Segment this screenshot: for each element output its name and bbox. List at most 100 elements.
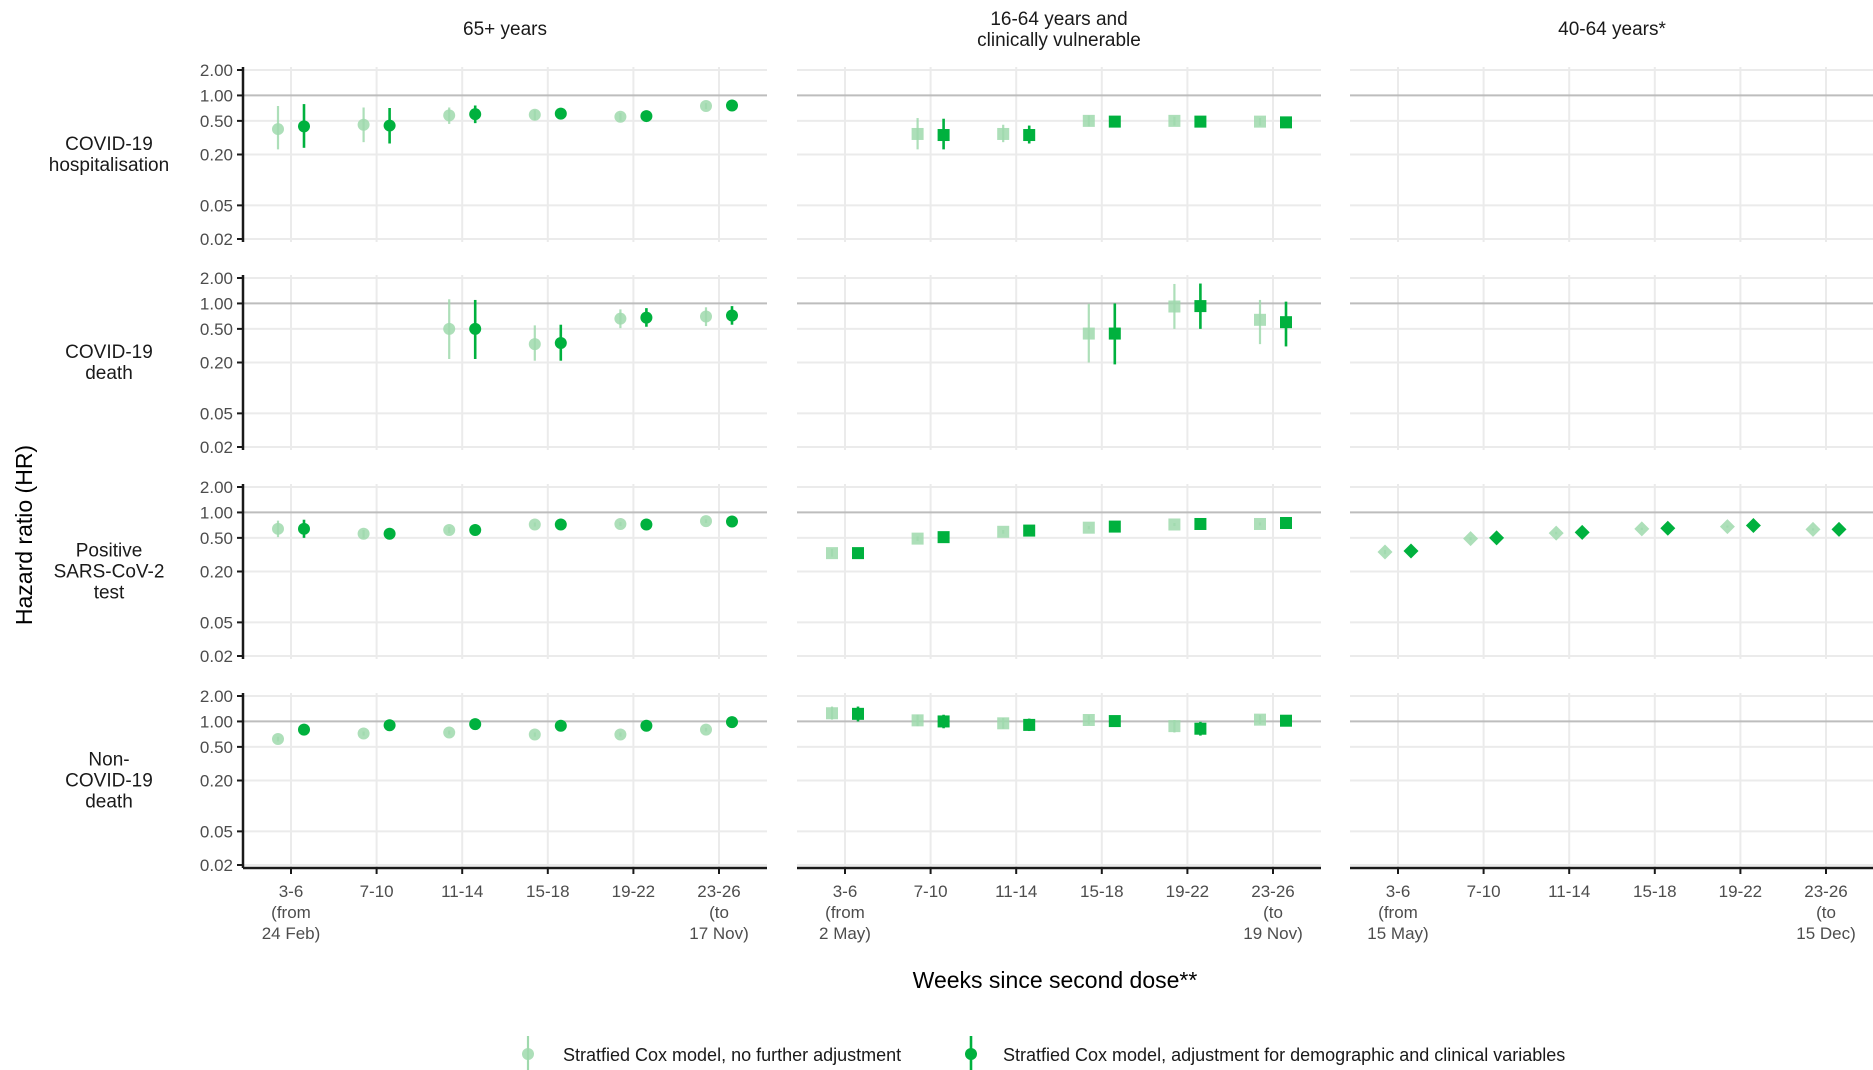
row-label: death xyxy=(85,792,133,813)
point-adjusted xyxy=(726,99,738,112)
point-adjusted xyxy=(1403,543,1419,559)
y-tick-label: 0.02 xyxy=(200,438,233,457)
x-tick-label: (to xyxy=(1816,903,1836,922)
y-tick-label: 0.02 xyxy=(200,856,233,875)
point-unadjusted xyxy=(1719,519,1735,535)
x-tick-label: 7-10 xyxy=(1467,882,1501,901)
x-tick-label: 19-22 xyxy=(612,882,655,901)
point-unadjusted xyxy=(1254,115,1266,128)
point-adjusted xyxy=(1108,327,1121,340)
point-adjusted xyxy=(1194,115,1207,128)
point-unadjusted xyxy=(443,322,456,335)
point-adjusted xyxy=(1194,722,1207,735)
point-adjusted xyxy=(554,518,567,531)
y-tick-label: 1.00 xyxy=(200,503,233,522)
point-adjusted xyxy=(1574,524,1590,540)
point-unadjusted xyxy=(826,707,838,720)
row-label: COVID-19 xyxy=(65,771,153,792)
y-tick-label: 0.20 xyxy=(200,772,233,791)
axes-layer xyxy=(237,67,1873,874)
point-unadjusted xyxy=(614,517,627,530)
y-tick-label: 0.50 xyxy=(200,320,233,339)
y-tick-label: 2.00 xyxy=(200,687,233,706)
y-tick-label: 2.00 xyxy=(200,269,233,288)
point-unadjusted xyxy=(1634,521,1650,537)
point-adjusted xyxy=(554,719,567,732)
point-adjusted xyxy=(1023,718,1036,731)
y-tick-label: 1.00 xyxy=(200,294,233,313)
x-tick-label: 15 May) xyxy=(1367,924,1428,943)
point-unadjusted xyxy=(997,127,1010,140)
reference-line-layer xyxy=(243,94,1873,723)
legend: Stratfied Cox model, no further adjustme… xyxy=(522,1036,1565,1070)
point-adjusted xyxy=(383,719,396,732)
facet-title: 40-64 years* xyxy=(1558,19,1666,40)
point-unadjusted xyxy=(528,518,541,531)
point-unadjusted xyxy=(357,727,370,740)
text-layer: 2.00 1.00 0.50 0.20 0.05 0.02 2.00 1.00 0.50 0.20… xyxy=(49,9,1856,943)
point-unadjusted xyxy=(1082,327,1095,340)
point-adjusted xyxy=(383,119,396,132)
point-adjusted xyxy=(640,518,653,531)
y-tick-label: 0.02 xyxy=(200,647,233,666)
x-tick-label: 23-26 xyxy=(697,882,740,901)
row-label: COVID-19 xyxy=(65,342,153,363)
point-adjusted xyxy=(554,337,567,350)
facet-title: 16-64 years and xyxy=(990,9,1127,30)
point-unadjusted xyxy=(1463,531,1479,547)
point-adjusted xyxy=(1108,520,1121,533)
y-tick-label: 0.05 xyxy=(200,613,233,632)
point-adjusted xyxy=(1108,715,1121,728)
point-unadjusted xyxy=(1805,521,1821,537)
y-tick-label: 0.50 xyxy=(200,112,233,131)
point-unadjusted xyxy=(911,127,924,140)
point-adjusted xyxy=(852,707,864,720)
point-adjusted xyxy=(640,311,653,324)
point-unadjusted xyxy=(911,532,924,545)
x-tick-label: (from xyxy=(1378,903,1418,922)
point-adjusted xyxy=(1194,517,1207,530)
row-label: Positive xyxy=(76,541,143,562)
x-tick-label: 3-6 xyxy=(1386,882,1411,901)
point-unadjusted xyxy=(997,717,1010,730)
x-tick-label: (to xyxy=(1263,903,1283,922)
row-label: Non- xyxy=(88,750,129,771)
point-adjusted xyxy=(1660,520,1676,536)
point-unadjusted xyxy=(528,108,541,121)
marks-layer xyxy=(272,99,1847,745)
point-adjusted xyxy=(1023,524,1036,537)
point-adjusted xyxy=(937,129,950,142)
x-tick-label: 2 May) xyxy=(819,924,871,943)
point-adjusted xyxy=(726,716,738,729)
x-tick-label: 15-18 xyxy=(526,882,569,901)
legend-key-point-unadjusted xyxy=(522,1048,534,1060)
point-unadjusted xyxy=(997,525,1010,538)
y-tick-label: 0.20 xyxy=(200,354,233,373)
x-tick-label: 15 Dec) xyxy=(1796,924,1856,943)
y-tick-label: 1.00 xyxy=(200,86,233,105)
point-unadjusted xyxy=(1082,713,1095,726)
x-tick-label: (from xyxy=(271,903,311,922)
point-adjusted xyxy=(937,531,950,544)
legend-label: Stratfied Cox model, adjustment for demo… xyxy=(1003,1045,1565,1065)
point-unadjusted xyxy=(1254,713,1266,726)
grid-layer xyxy=(243,67,1873,868)
facet-title: clinically vulnerable xyxy=(977,30,1141,51)
row-label: COVID-19 xyxy=(65,134,153,155)
row-label: hospitalisation xyxy=(49,155,169,176)
y-axis-title: Hazard ratio (HR) xyxy=(11,445,37,625)
point-unadjusted xyxy=(700,723,712,736)
point-adjusted xyxy=(298,522,310,535)
point-unadjusted xyxy=(826,547,838,560)
x-tick-label: 19-22 xyxy=(1719,882,1762,901)
x-tick-label: 17 Nov) xyxy=(689,924,749,943)
point-unadjusted xyxy=(1254,313,1266,326)
point-unadjusted xyxy=(528,338,541,351)
point-unadjusted xyxy=(1168,518,1181,531)
point-adjusted xyxy=(1831,521,1847,537)
point-adjusted xyxy=(937,715,950,728)
point-unadjusted xyxy=(700,99,712,112)
point-adjusted xyxy=(469,322,482,335)
point-adjusted xyxy=(726,309,738,322)
point-unadjusted xyxy=(272,123,284,136)
